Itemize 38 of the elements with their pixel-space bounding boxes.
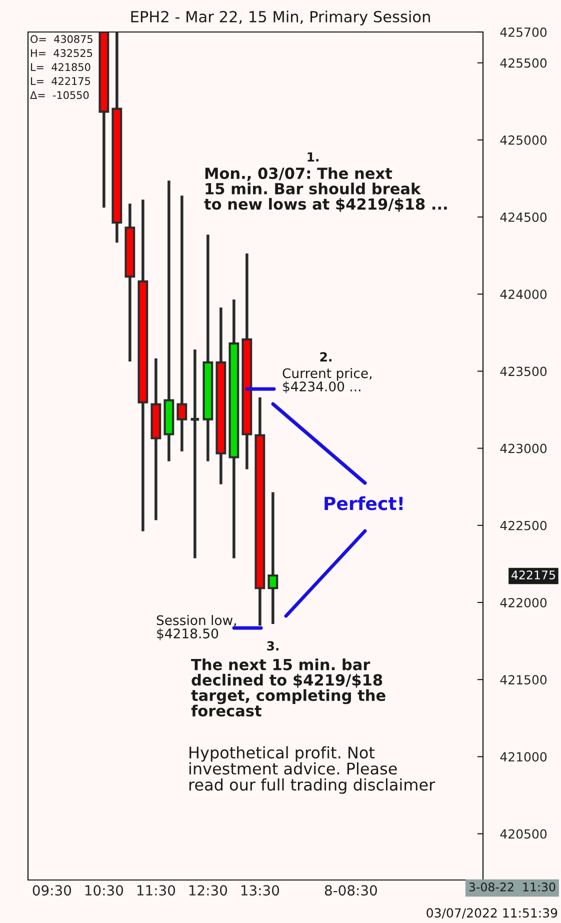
y-tick-label: 422500	[500, 520, 547, 530]
y-tick-label: 421000	[500, 752, 547, 762]
annotation: L= 422175	[31, 77, 90, 86]
text: 03/07/2022 11:51:39	[426, 908, 558, 919]
y-tick-label: 423000	[500, 444, 547, 454]
annotation: Mon., 03/07: The next 15 min. Bar should break to new lows at $4219/$18 ...	[204, 167, 447, 212]
x-tick-label: 12:30	[189, 885, 228, 896]
y-tick-label: 425000	[500, 135, 547, 145]
annotation: 3.	[267, 641, 278, 651]
y-tick-label: 422000	[500, 598, 547, 608]
x-tick-label: 8-08:30	[324, 885, 377, 896]
y-tick-label: 425500	[500, 58, 547, 68]
candlestick	[176, 194, 188, 453]
y-tick-label: 424500	[500, 212, 547, 222]
y-tick-label: 420500	[500, 829, 547, 839]
chart-title: EPH2 - Mar 22, 15 Min, Primary Session	[131, 10, 430, 26]
y-tick-label: 424000	[500, 290, 547, 300]
annotation: Perfect!	[324, 496, 402, 510]
x-tick-label: 09:30	[32, 885, 72, 896]
x-tick-label: 13:30	[241, 885, 280, 896]
annotation: Δ= -10550	[30, 91, 89, 100]
annotation: Current price, $4234.00 ...	[282, 368, 372, 394]
annotation: Session low, $4218.50	[156, 614, 236, 640]
annotation: The next 15 min. bar declined to $4219/$18 target, completing the forecast	[191, 658, 386, 717]
annotation: 1.	[308, 152, 318, 162]
text: 3-08-22 11:30	[469, 882, 556, 892]
annotation: 2.	[320, 352, 332, 362]
y-tick-label: 425700	[500, 27, 547, 37]
text: 422175	[512, 570, 555, 580]
annotation: O= 430875	[30, 35, 92, 44]
candlestick	[268, 490, 278, 626]
annotation: H= 432525	[31, 49, 92, 58]
y-tick-label: 423500	[500, 366, 547, 376]
x-tick-label: 11:30	[137, 885, 176, 896]
annotation: L= 421850	[31, 63, 90, 72]
y-tick-label: 421500	[500, 675, 547, 684]
annotation: Hypothetical profit. Not investment advice. Please read our full trading disclaimer	[189, 746, 436, 794]
x-tick-label: 10:30	[85, 885, 124, 896]
